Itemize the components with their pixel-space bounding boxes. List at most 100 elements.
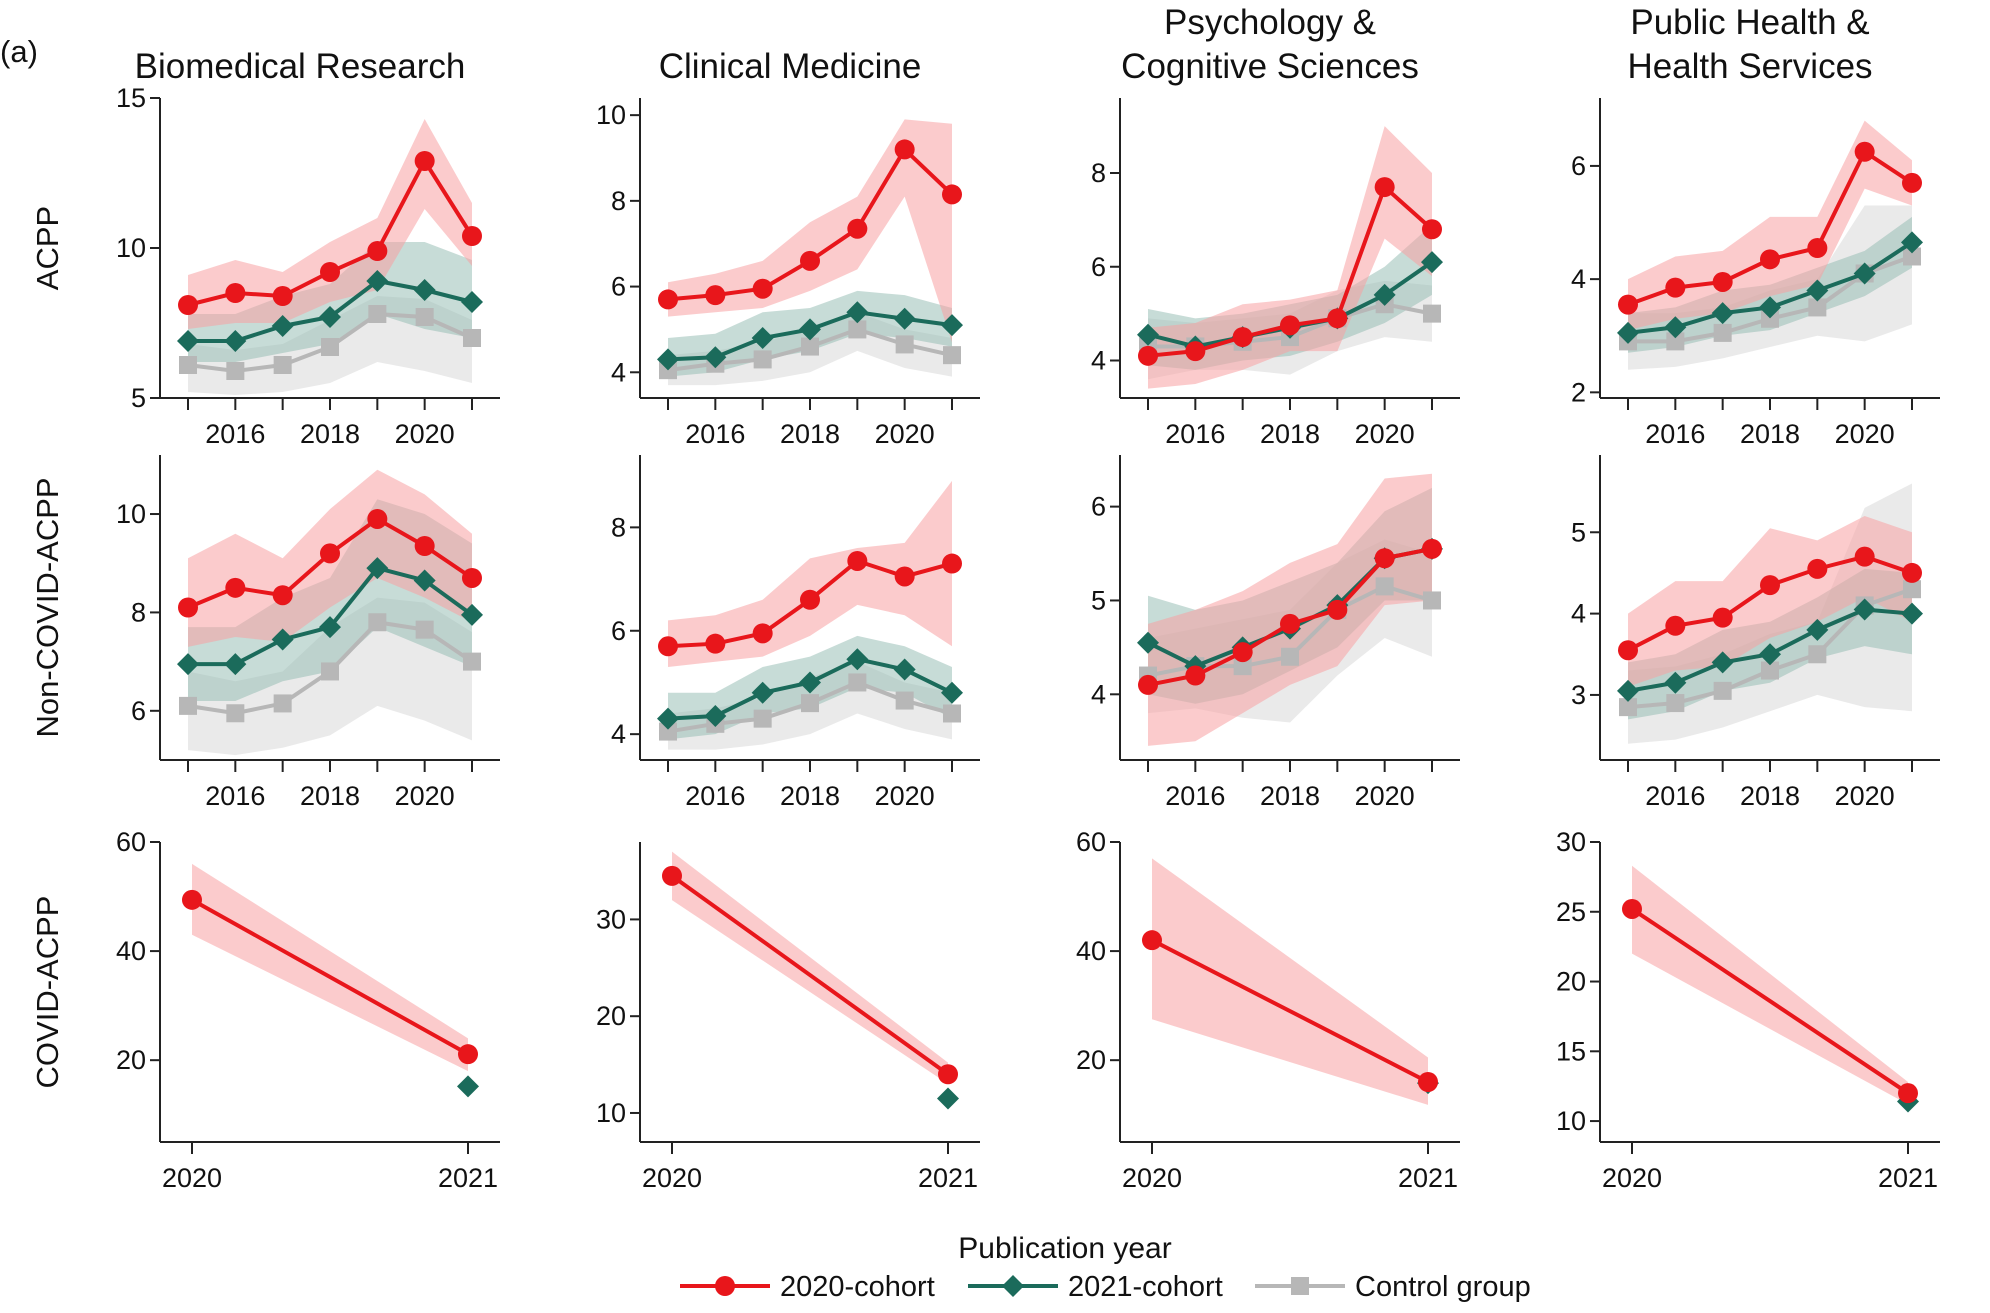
legend-marker xyxy=(1002,1275,1024,1297)
y-tick-label: 5 xyxy=(131,383,146,413)
data-point xyxy=(1281,647,1299,666)
data-point xyxy=(1711,651,1734,674)
y-tick-label: 15 xyxy=(1556,1036,1586,1066)
chart-panel: 4 6 8 2016 2018 2020 xyxy=(611,455,980,811)
y-tick-label: 20 xyxy=(116,1045,146,1075)
y-tick-label: 8 xyxy=(611,186,626,216)
legend-label: Control group xyxy=(1355,1271,1531,1303)
x-tick-label: 2020 xyxy=(1355,781,1415,811)
column-title: Psychology & xyxy=(1164,3,1376,42)
x-tick-label: 2018 xyxy=(300,781,360,811)
data-point xyxy=(1618,294,1638,315)
x-tick-label: 2021 xyxy=(1878,1163,1938,1193)
x-tick-label: 2018 xyxy=(1260,419,1320,449)
data-point xyxy=(1713,681,1732,700)
x-tick-label: 2018 xyxy=(1740,781,1800,811)
data-point xyxy=(941,314,963,337)
confidence-band xyxy=(1152,858,1428,1105)
data-point xyxy=(178,295,198,315)
data-point xyxy=(943,346,961,365)
confidence-band xyxy=(188,119,472,329)
x-tick-label: 2020 xyxy=(395,781,455,811)
data-point xyxy=(366,270,389,292)
data-point xyxy=(226,362,245,380)
data-point xyxy=(368,613,387,632)
data-point xyxy=(1618,640,1638,661)
data-point xyxy=(1374,548,1395,569)
y-tick-label: 10 xyxy=(116,499,146,529)
data-point xyxy=(847,218,868,239)
data-point xyxy=(942,184,962,205)
confidence-band xyxy=(1628,516,1912,687)
y-tick-label: 2 xyxy=(1571,377,1586,407)
data-point xyxy=(893,658,916,681)
data-point xyxy=(1806,618,1829,641)
data-point xyxy=(1622,898,1642,919)
legend: 2020-cohort 2021-cohort Control group xyxy=(680,1271,1531,1303)
data-point xyxy=(458,1044,478,1065)
y-tick-label: 20 xyxy=(596,1001,626,1031)
data-point xyxy=(177,330,199,352)
chart-panel: 20 40 60 2020 2021 xyxy=(1076,827,1460,1193)
data-point xyxy=(463,652,481,671)
x-tick-label: 2021 xyxy=(1398,1163,1458,1193)
confidence-band xyxy=(1628,120,1912,331)
x-tick-label: 2016 xyxy=(685,781,745,811)
panel-label: (a) xyxy=(0,34,38,69)
row-label: ACPP xyxy=(30,206,65,290)
y-tick-label: 4 xyxy=(1091,679,1106,709)
x-tick-label: 2020 xyxy=(1835,781,1895,811)
chart-panel: 4 6 8 10 2016 2018 2020 xyxy=(596,98,980,449)
data-point xyxy=(272,585,293,606)
data-point xyxy=(1854,141,1875,162)
data-point xyxy=(751,681,774,704)
y-tick-label: 6 xyxy=(611,272,626,302)
data-point xyxy=(1373,283,1396,306)
data-point xyxy=(894,139,915,160)
data-point xyxy=(800,250,820,271)
y-tick-label: 20 xyxy=(1076,1045,1106,1075)
data-point xyxy=(1280,613,1300,634)
data-point xyxy=(179,696,197,715)
data-point xyxy=(704,346,727,369)
data-point xyxy=(178,597,198,618)
data-point xyxy=(801,337,819,356)
data-point xyxy=(1137,631,1159,654)
data-point xyxy=(799,318,821,341)
data-point xyxy=(320,262,340,282)
y-tick-label: 10 xyxy=(596,100,626,130)
data-point xyxy=(895,335,914,354)
confidence-band xyxy=(672,851,948,1084)
data-point xyxy=(177,653,199,676)
data-point xyxy=(461,603,483,626)
data-point xyxy=(225,283,246,303)
data-point xyxy=(1665,277,1686,298)
x-tick-label: 2020 xyxy=(875,781,935,811)
legend-marker xyxy=(715,1276,735,1296)
y-tick-label: 30 xyxy=(1556,827,1586,857)
y-tick-label: 60 xyxy=(116,827,146,857)
y-tick-label: 8 xyxy=(131,597,146,627)
y-tick-label: 8 xyxy=(611,512,626,542)
y-tick-label: 30 xyxy=(596,904,626,934)
data-point xyxy=(1185,665,1206,686)
data-point xyxy=(1853,262,1876,285)
y-tick-label: 6 xyxy=(611,616,626,646)
x-tick-label: 2020 xyxy=(162,1163,222,1193)
data-point xyxy=(801,694,819,713)
data-point xyxy=(224,653,247,676)
x-tick-label: 2018 xyxy=(300,419,360,449)
data-point xyxy=(1185,341,1206,362)
x-tick-label: 2020 xyxy=(395,419,455,449)
data-point xyxy=(1807,238,1828,258)
confidence-band xyxy=(1148,126,1432,389)
data-point xyxy=(179,356,197,374)
data-point xyxy=(1666,332,1685,351)
row-label: COVID-ACPP xyxy=(30,896,65,1089)
data-point xyxy=(1854,546,1875,567)
y-tick-label: 10 xyxy=(116,233,146,263)
chart-panel: 20 40 60 2020 2021 xyxy=(116,827,500,1193)
data-point xyxy=(415,308,434,326)
